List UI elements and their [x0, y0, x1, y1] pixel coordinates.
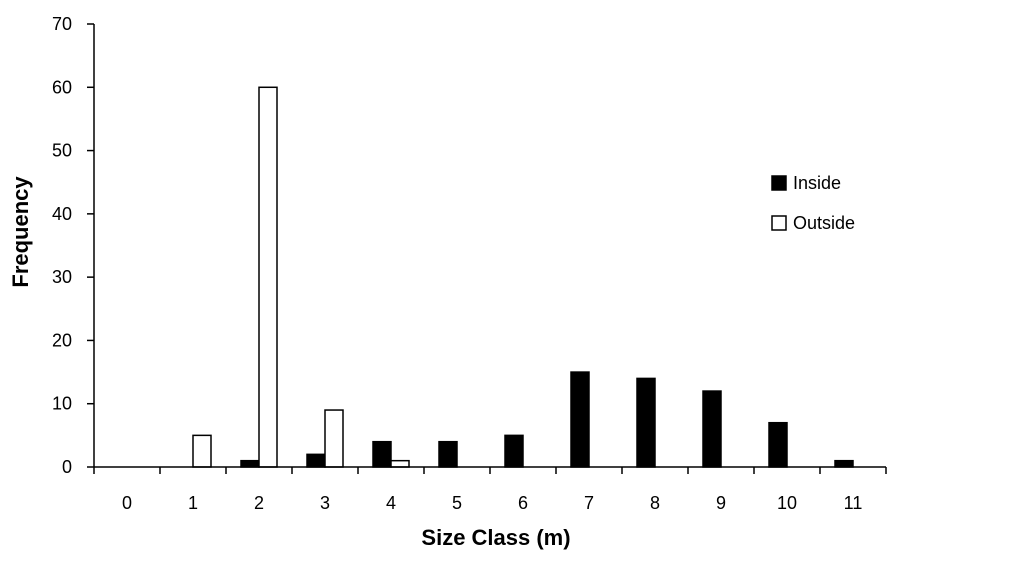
- x-tick-label: 7: [584, 493, 594, 513]
- y-axis-title: Frequency: [8, 176, 33, 288]
- y-tick-label: 60: [52, 77, 72, 97]
- bar-inside-8: [636, 377, 656, 468]
- y-tick-label: 40: [52, 204, 72, 224]
- bar-inside-4: [372, 440, 392, 468]
- bar-inside-7: [570, 371, 590, 468]
- x-tick-label: 2: [254, 493, 264, 513]
- bar-inside-2: [240, 459, 260, 468]
- x-ticks-group: 0 1 2 3 4 5 6 7 8 9 10 11: [93, 467, 887, 513]
- bar-outside-3: [324, 409, 344, 468]
- bar-inside-9: [702, 390, 722, 468]
- bar-outside-1: [192, 434, 212, 468]
- bar-inside-11: [834, 459, 854, 468]
- y-tick-label: 50: [52, 141, 72, 161]
- bar-inside-6: [504, 434, 524, 468]
- x-tick-label: 10: [777, 493, 797, 513]
- x-tick-label: 4: [386, 493, 396, 513]
- axes-group: [93, 24, 886, 468]
- bar-inside-3: [306, 453, 326, 468]
- x-tick-label: 8: [650, 493, 660, 513]
- x-tick-label: 9: [716, 493, 726, 513]
- legend: Inside Outside: [771, 173, 855, 233]
- bars-group: [192, 86, 854, 468]
- y-tick-label: 70: [52, 14, 72, 34]
- x-tick-label: 0: [122, 493, 132, 513]
- x-tick-label: 3: [320, 493, 330, 513]
- legend-swatch-outside: [771, 215, 787, 231]
- x-tick-label: 6: [518, 493, 528, 513]
- x-tick-label: 11: [844, 493, 863, 513]
- y-ticks-group: 0 10 20 30 40 50 60 70: [52, 14, 94, 477]
- x-tick-label: 1: [188, 493, 198, 513]
- legend-swatch-inside: [771, 175, 787, 191]
- x-tick-label: 5: [452, 493, 462, 513]
- y-tick-label: 0: [62, 457, 72, 477]
- x-axis-title: Size Class (m): [421, 525, 570, 550]
- legend-label-outside: Outside: [793, 213, 855, 233]
- bar-inside-10: [768, 421, 788, 468]
- y-tick-label: 10: [52, 394, 72, 414]
- bar-inside-5: [438, 440, 458, 468]
- bar-outside-4: [390, 459, 410, 468]
- bar-outside-2: [258, 86, 278, 468]
- y-tick-label: 20: [52, 330, 72, 350]
- y-tick-label: 30: [52, 267, 72, 287]
- legend-label-inside: Inside: [793, 173, 841, 193]
